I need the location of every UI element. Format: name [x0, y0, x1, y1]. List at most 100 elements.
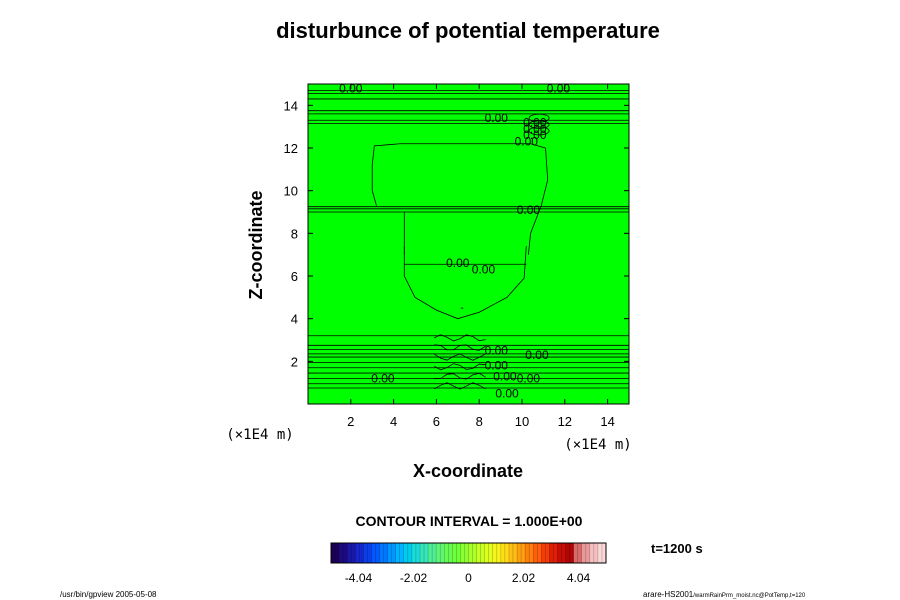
footer-right-small: /warmRainPrm_moist.nc@PotTemp,t=120: [693, 593, 806, 599]
x-tick-label: 8: [476, 414, 483, 429]
colorbar-tick-label: -4.04: [345, 571, 373, 585]
colorbar: [330, 542, 607, 564]
contour-line: [434, 344, 486, 351]
colorbar-swatch: [403, 543, 413, 563]
contour-labels: 0.00 0.000.00 0.000.000.000.000.000.00 0.00…: [339, 81, 570, 400]
y-unit-label: (×1E4 m): [226, 427, 293, 443]
contour-field: [307, 83, 630, 405]
x-unit-label: (×1E4 m): [564, 437, 631, 453]
x-tick-label: 6: [433, 414, 440, 429]
contour-label: 0.00: [485, 344, 509, 358]
colorbar-swatch: [355, 543, 364, 563]
contour-label: 0.00: [523, 122, 547, 136]
x-tick-label: 10: [515, 414, 529, 429]
footer-right-main: arare-HS2001: [643, 590, 694, 599]
colorbar-swatch: [508, 543, 518, 563]
contour-label: 0.00: [523, 115, 547, 129]
contour-line: [434, 382, 486, 390]
contour-label: 0.00: [485, 359, 509, 373]
colorbar-swatch: [500, 543, 510, 563]
contour-line: [434, 363, 486, 371]
y-axis-label: Z-coordinate: [246, 190, 266, 299]
colorbar-swatch: [419, 543, 429, 563]
contour-line: [528, 120, 550, 129]
contour-line: [528, 126, 550, 136]
contour-label: 0.00: [517, 371, 541, 385]
plot-area: 0.00 0.000.00 0.000.000.000.000.000.00 0.00…: [284, 81, 630, 429]
colorbar-swatch: [331, 543, 340, 563]
contour-line: [371, 143, 549, 255]
colorbar-frame: [330, 542, 607, 564]
y-axis-ticks: 2 4 6 8 10 12 14: [284, 98, 629, 369]
contour-label: 0.00: [446, 256, 470, 270]
contour-label: 0.00: [517, 203, 541, 217]
footer-left-text: /usr/bin/gpview 2005-05-08: [60, 590, 157, 599]
colorbar-swatch: [597, 543, 607, 563]
contour-label: 0.00: [495, 386, 519, 400]
colorbar-swatch: [573, 543, 583, 563]
colorbar-swatch: [363, 543, 372, 563]
colorbar-tick-label: 2.02: [512, 571, 536, 585]
x-tick-label: 12: [558, 414, 572, 429]
contour-lines: [308, 90, 629, 390]
y-tick-label: 12: [284, 141, 298, 156]
colorbar-swatch: [379, 543, 389, 563]
colorbar-swatch: [452, 543, 461, 563]
colorbar-swatch: [541, 543, 550, 563]
colorbar-swatch: [371, 543, 381, 563]
contour-label: 0.00: [547, 81, 571, 95]
contour-label: 0.00: [493, 369, 517, 383]
contour-label: 0.00: [472, 263, 496, 277]
colorbar-swatch: [557, 543, 567, 563]
time-label: t=1200 s: [651, 541, 703, 556]
colorbar-swatch: [565, 543, 575, 563]
contour-label: 0.00: [515, 135, 539, 149]
colorbar-swatch: [581, 543, 591, 563]
colorbar-swatch: [460, 543, 469, 563]
colorbar-swatch: [395, 543, 405, 563]
contour-line: [434, 334, 486, 342]
contour-label: 0.00: [523, 128, 547, 142]
colorbar-swatch: [589, 543, 599, 563]
y-tick-label: 10: [284, 184, 298, 199]
contour-interval-text: CONTOUR INTERVAL = 1.000E+00: [356, 513, 583, 529]
footer-right-text: arare-HS2001/warmRainPrm_moist.nc@PotTem…: [643, 590, 806, 599]
contour-line: [528, 113, 550, 123]
x-tick-label: 14: [600, 414, 614, 429]
colorbar-swatch: [517, 543, 526, 563]
minimum-marker: -: [460, 303, 463, 314]
y-tick-label: 14: [284, 98, 298, 113]
contour-line: [434, 353, 486, 361]
colorbar-tick-label: 4.04: [567, 571, 591, 585]
colorbar-swatch: [347, 543, 356, 563]
colorbar-swatch: [436, 543, 445, 563]
y-tick-label: 2: [291, 354, 298, 369]
colorbar-swatch: [492, 543, 502, 563]
y-tick-label: 4: [291, 312, 298, 327]
colorbar-swatch: [525, 543, 534, 563]
colorbar-tick-label: 0: [465, 571, 472, 585]
y-tick-label: 6: [291, 269, 298, 284]
colorbar-swatch: [549, 543, 558, 563]
contour-label: 0.00: [525, 348, 549, 362]
contour-line: [403, 246, 527, 320]
colorbar-swatch: [339, 543, 348, 563]
contour-label: 0.00: [371, 371, 395, 385]
colorbar-swatch: [484, 543, 494, 563]
colorbar-swatch: [476, 543, 486, 563]
x-axis-ticks: 2 4 6 8 10 12 14: [347, 84, 615, 429]
colorbar-swatch: [533, 543, 542, 563]
x-tick-label: 2: [347, 414, 354, 429]
y-tick-label: 8: [291, 226, 298, 241]
x-axis-label: X-coordinate: [413, 461, 523, 481]
contour-line: [434, 372, 486, 380]
chart-title: disturbunce of potential temperature: [276, 18, 660, 43]
colorbar-swatch: [444, 543, 453, 563]
colorbar-swatch: [411, 543, 421, 563]
colorbar-swatch: [468, 543, 478, 563]
colorbar-tick-label: -2.02: [400, 571, 428, 585]
colorbar-swatch: [428, 543, 437, 563]
colorbar-swatch: [387, 543, 397, 563]
x-tick-label: 4: [390, 414, 397, 429]
